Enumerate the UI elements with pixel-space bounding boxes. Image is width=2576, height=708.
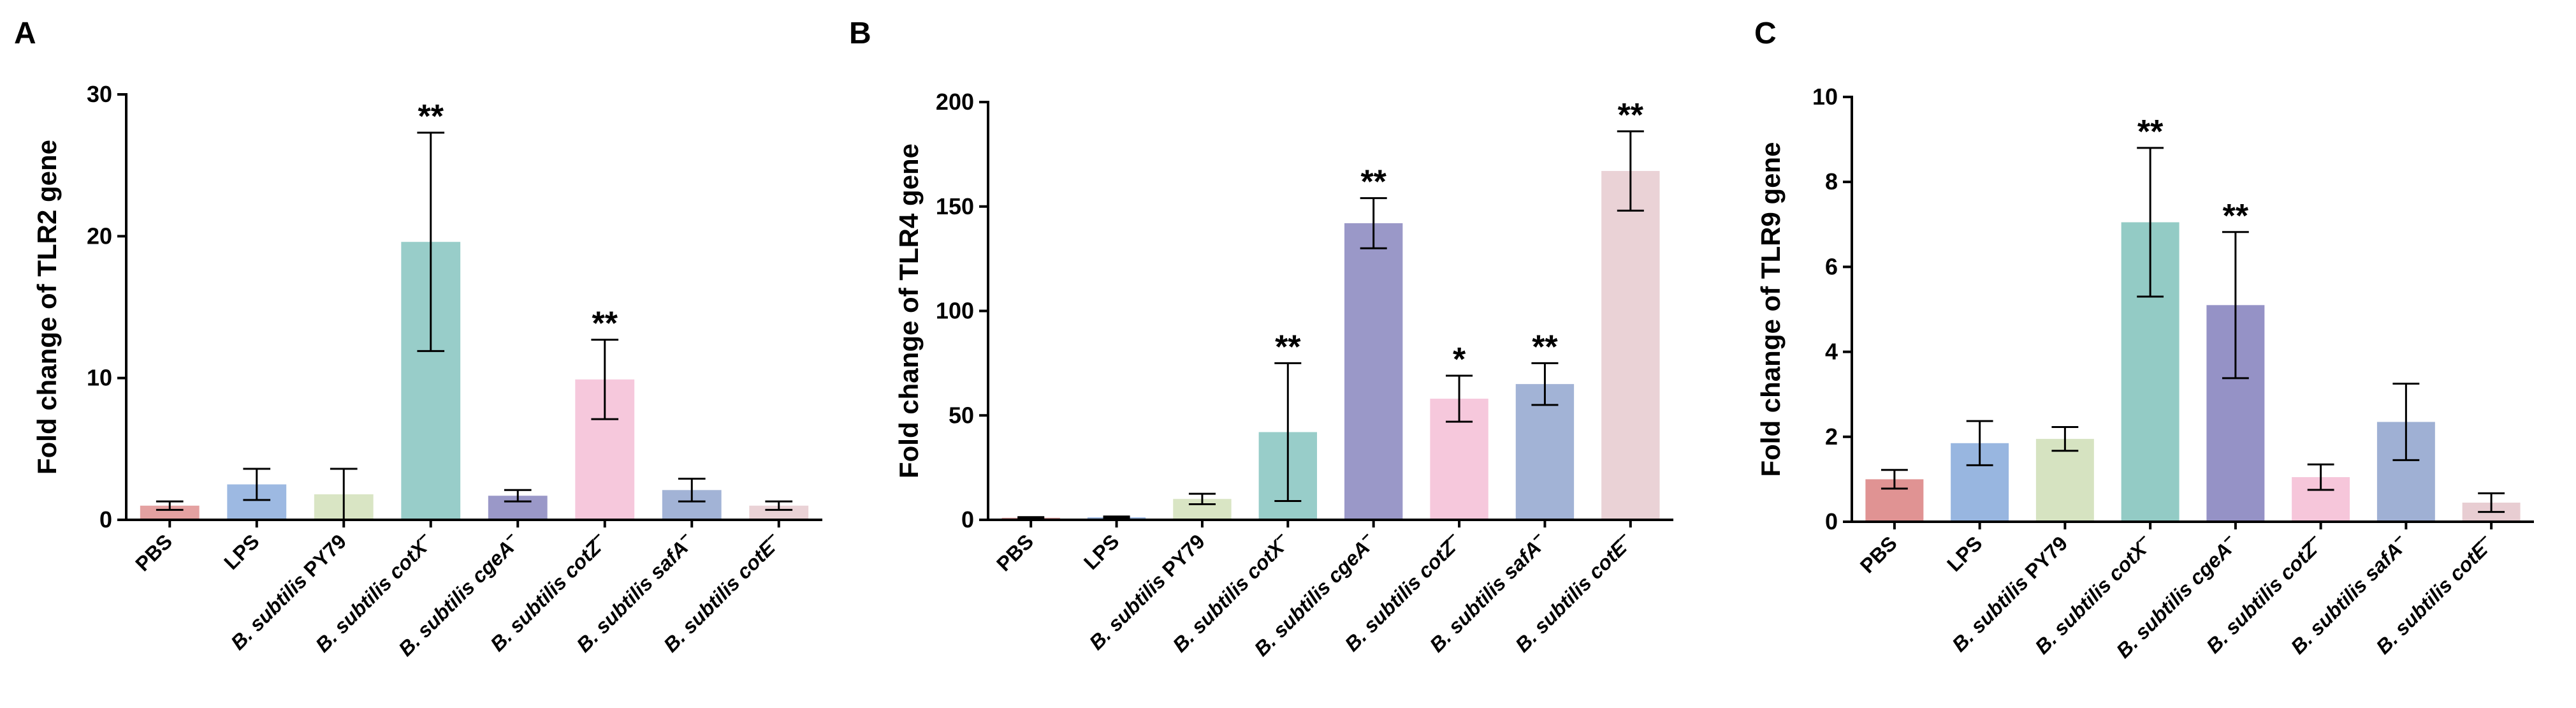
bar [1515,384,1575,520]
y-axis-label: Fold change of TLR9 gene [1756,142,1786,476]
x-tick-label: LPS [1942,531,1986,575]
x-tick-label: LPS [1079,529,1123,573]
panel-letter: A [14,17,36,50]
bar [1601,171,1660,520]
y-tick-label: 200 [936,89,974,115]
y-axis-label: Fold change of TLR4 gene [894,144,924,478]
y-tick-label: 30 [87,81,112,107]
significance-marker: ** [1275,328,1301,365]
y-tick-label: 10 [1812,84,1838,110]
y-tick-label: 50 [949,402,974,428]
y-tick-label: 8 [1825,168,1838,195]
y-tick-label: 20 [87,223,112,249]
significance-marker: ** [592,306,618,343]
significance-marker: ** [1360,164,1386,201]
significance-marker: ** [1618,97,1644,134]
y-tick-label: 6 [1825,253,1838,279]
significance-marker: ** [418,98,444,135]
y-tick-label: 0 [961,506,974,533]
significance-marker: ** [2137,114,2164,151]
significance-marker: ** [1532,328,1558,365]
y-tick-label: 0 [1825,508,1838,535]
y-axis-label: Fold change of TLR2 gene [32,140,62,475]
panel-letter: B [849,17,871,50]
x-tick-label: PBS [992,529,1038,575]
x-tick-label: PBS [1856,531,1902,577]
panel-letter: C [1754,17,1777,50]
bar [2035,439,2094,522]
y-tick-label: 2 [1825,424,1838,450]
y-tick-label: 0 [99,506,112,533]
x-tick-label-suffix: PY79 [295,529,351,585]
bar [749,505,809,520]
y-tick-label: 150 [936,193,974,219]
x-tick-label-italic: B. subtilis [226,569,312,654]
x-tick-label: LPS [219,529,263,573]
bar [1344,223,1403,520]
significance-marker: * [1453,341,1466,378]
y-tick-label: 10 [87,365,112,391]
x-tick-label: PBS [131,529,177,575]
significance-marker: ** [2223,198,2249,235]
x-tick-label-suffix: PY79 [2016,531,2072,587]
y-tick-label: 4 [1825,339,1838,365]
bar [140,505,200,520]
x-tick-label-suffix: PY79 [1154,529,1209,585]
x-tick-label-italic: B. subtilis [1085,569,1170,654]
y-tick-label: 100 [936,298,974,324]
x-tick-label-italic: B. subtilis [1947,571,2033,656]
